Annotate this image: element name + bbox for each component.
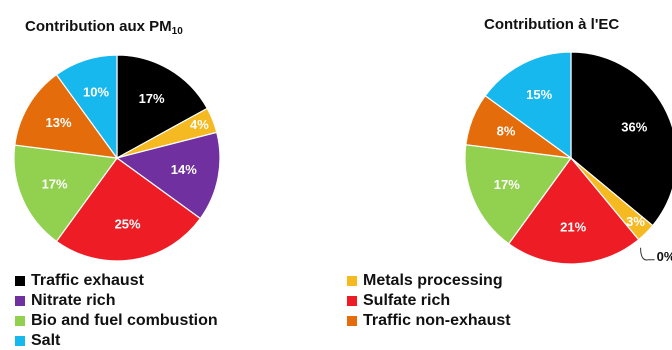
pie-1-label-sulfate-rich: 25% (115, 217, 141, 232)
legend-label: Salt (31, 332, 61, 349)
pie-1-title: Contribution aux PM10 (25, 18, 183, 37)
pie-2-label-traffic-non-exhaust: 8% (497, 124, 516, 139)
legend-swatch (15, 316, 25, 326)
legend-label: Bio and fuel combustion (31, 312, 218, 329)
pie-2-slice-bio-fuel-combustion (464, 144, 573, 245)
pie-1-title-subscript: 10 (171, 26, 183, 37)
legend-swatch (15, 276, 25, 286)
pie-1-slice-salt (55, 54, 118, 160)
pie-1-slice-sulfate-rich (55, 157, 202, 262)
legend-label: Metals processing (363, 272, 503, 289)
pie-1-label-metals-processing: 4% (190, 117, 209, 132)
pie-2-label-sulfate-rich: 21% (560, 219, 586, 234)
legend-item-traffic-exhaust: Traffic exhaust (15, 272, 144, 290)
pie-2-leader-nitrate-rich (640, 247, 655, 261)
pie-2-label-metals-processing: 3% (626, 214, 645, 229)
pie-2-label-salt: 15% (526, 87, 552, 102)
pie-1-label-traffic-non-exhaust: 13% (45, 115, 71, 130)
legend-swatch (15, 336, 25, 346)
pie-1-label-nitrate-rich: 14% (171, 162, 197, 177)
pie-2-label-nitrate-rich: 0% (657, 249, 672, 264)
legend-swatch (15, 296, 25, 306)
legend-label: Traffic exhaust (31, 272, 144, 289)
pie-1-slice-nitrate-rich (115, 131, 221, 220)
pie-1-label-traffic-exhaust: 17% (139, 91, 165, 106)
pie-2-slice-sulfate-rich (507, 157, 640, 265)
pie-2-title-main: Contribution à l'EC (484, 16, 620, 33)
pie-2-title: Contribution à l'EC (484, 16, 619, 33)
pie-1-slice-traffic-non-exhaust (14, 73, 119, 159)
legend-item-traffic-non-exhaust: Traffic non-exhaust (347, 312, 511, 330)
pie-1-label-bio-fuel-combustion: 17% (42, 176, 68, 191)
pie-2-slice-salt (484, 51, 572, 160)
legend-swatch (347, 316, 357, 326)
pie-2-slice-traffic-exhaust (570, 51, 672, 227)
legend-swatch (347, 276, 357, 286)
legend-label: Traffic non-exhaust (363, 312, 511, 329)
legend-item-bio-fuel-combustion: Bio and fuel combustion (15, 312, 218, 330)
legend-swatch (347, 296, 357, 306)
pie-1-slice-traffic-exhaust (116, 54, 209, 160)
legend-item-sulfate-rich: Sulfate rich (347, 292, 450, 310)
pie-2-label-bio-fuel-combustion: 17% (494, 177, 520, 192)
pie-1-title-main: Contribution aux PM (25, 18, 172, 35)
pie-1-slice-bio-fuel-combustion (13, 144, 119, 243)
legend-item-salt: Salt (15, 332, 60, 350)
legend-item-nitrate-rich: Nitrate rich (15, 292, 115, 310)
legend-item-metals-processing: Metals processing (347, 272, 503, 290)
pie-1-label-salt: 10% (83, 85, 109, 100)
pie-2-label-traffic-exhaust: 36% (621, 120, 647, 135)
legend-label: Nitrate rich (31, 292, 116, 309)
legend-label: Sulfate rich (363, 292, 451, 309)
